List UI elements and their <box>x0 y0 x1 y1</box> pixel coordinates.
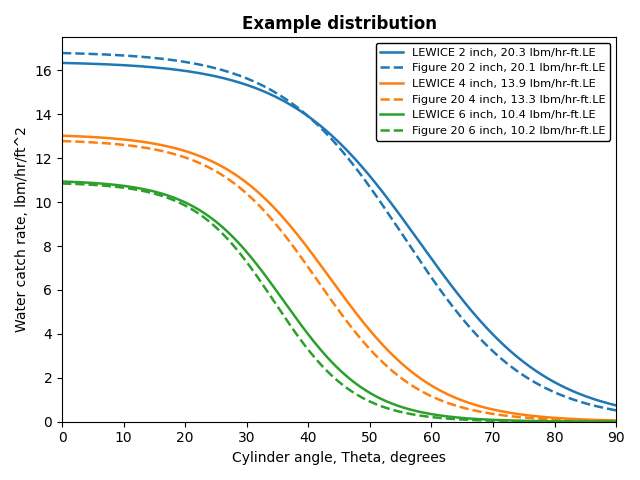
Line: Figure 20 4 inch, 13.3 lbm/hr-ft.LE: Figure 20 4 inch, 13.3 lbm/hr-ft.LE <box>62 141 616 421</box>
Figure 20 2 inch, 20.1 lbm/hr-ft.LE <box>612 408 620 413</box>
Figure 20 4 inch, 13.3 lbm/hr-ft.LE <box>58 138 66 144</box>
Line: Figure 20 2 inch, 20.1 lbm/hr-ft.LE: Figure 20 2 inch, 20.1 lbm/hr-ft.LE <box>62 53 616 410</box>
X-axis label: Cylinder angle, Theta, degrees: Cylinder angle, Theta, degrees <box>232 451 446 465</box>
Figure 20 2 inch, 20.1 lbm/hr-ft.LE <box>58 50 66 56</box>
Figure 20 4 inch, 13.3 lbm/hr-ft.LE <box>500 413 508 419</box>
LEWICE 4 inch, 13.9 lbm/hr-ft.LE <box>282 218 290 224</box>
Figure 20 4 inch, 13.3 lbm/hr-ft.LE <box>282 234 290 240</box>
Figure 20 2 inch, 20.1 lbm/hr-ft.LE <box>282 96 290 102</box>
LEWICE 6 inch, 10.4 lbm/hr-ft.LE <box>282 301 290 307</box>
Figure 20 6 inch, 10.2 lbm/hr-ft.LE <box>115 184 122 190</box>
LEWICE 4 inch, 13.9 lbm/hr-ft.LE <box>115 136 122 142</box>
LEWICE 4 inch, 13.9 lbm/hr-ft.LE <box>302 243 310 249</box>
Figure 20 6 inch, 10.2 lbm/hr-ft.LE <box>282 316 290 322</box>
LEWICE 6 inch, 10.4 lbm/hr-ft.LE <box>58 179 66 184</box>
Figure 20 4 inch, 13.3 lbm/hr-ft.LE <box>612 418 620 424</box>
LEWICE 2 inch, 20.3 lbm/hr-ft.LE <box>490 333 498 338</box>
LEWICE 2 inch, 20.3 lbm/hr-ft.LE <box>612 403 620 408</box>
Title: Example distribution: Example distribution <box>242 15 436 33</box>
Figure 20 6 inch, 10.2 lbm/hr-ft.LE <box>302 344 310 350</box>
LEWICE 2 inch, 20.3 lbm/hr-ft.LE <box>115 62 122 68</box>
Figure 20 2 inch, 20.1 lbm/hr-ft.LE <box>490 349 498 355</box>
LEWICE 4 inch, 13.9 lbm/hr-ft.LE <box>58 133 66 139</box>
LEWICE 4 inch, 13.9 lbm/hr-ft.LE <box>490 407 498 413</box>
LEWICE 2 inch, 20.3 lbm/hr-ft.LE <box>500 343 508 348</box>
Figure 20 6 inch, 10.2 lbm/hr-ft.LE <box>612 419 620 424</box>
Figure 20 2 inch, 20.1 lbm/hr-ft.LE <box>115 52 122 58</box>
LEWICE 4 inch, 13.9 lbm/hr-ft.LE <box>500 409 508 415</box>
Figure 20 6 inch, 10.2 lbm/hr-ft.LE <box>58 180 66 186</box>
Line: LEWICE 4 inch, 13.9 lbm/hr-ft.LE: LEWICE 4 inch, 13.9 lbm/hr-ft.LE <box>62 136 616 420</box>
LEWICE 6 inch, 10.4 lbm/hr-ft.LE <box>490 417 498 423</box>
Line: LEWICE 6 inch, 10.4 lbm/hr-ft.LE: LEWICE 6 inch, 10.4 lbm/hr-ft.LE <box>62 181 616 421</box>
Line: LEWICE 2 inch, 20.3 lbm/hr-ft.LE: LEWICE 2 inch, 20.3 lbm/hr-ft.LE <box>62 63 616 406</box>
LEWICE 2 inch, 20.3 lbm/hr-ft.LE <box>302 112 310 118</box>
Figure 20 4 inch, 13.3 lbm/hr-ft.LE <box>115 142 122 147</box>
Figure 20 6 inch, 10.2 lbm/hr-ft.LE <box>500 418 508 424</box>
LEWICE 2 inch, 20.3 lbm/hr-ft.LE <box>282 99 290 105</box>
LEWICE 6 inch, 10.4 lbm/hr-ft.LE <box>115 182 122 188</box>
LEWICE 2 inch, 20.3 lbm/hr-ft.LE <box>439 271 447 277</box>
LEWICE 2 inch, 20.3 lbm/hr-ft.LE <box>58 60 66 66</box>
Figure 20 6 inch, 10.2 lbm/hr-ft.LE <box>490 418 498 424</box>
Figure 20 2 inch, 20.1 lbm/hr-ft.LE <box>439 290 447 296</box>
Figure 20 4 inch, 13.3 lbm/hr-ft.LE <box>302 262 310 267</box>
Y-axis label: Water catch rate, lbm/hr/ft^2: Water catch rate, lbm/hr/ft^2 <box>15 127 29 333</box>
Line: Figure 20 6 inch, 10.2 lbm/hr-ft.LE: Figure 20 6 inch, 10.2 lbm/hr-ft.LE <box>62 183 616 421</box>
Legend: LEWICE 2 inch, 20.3 lbm/hr-ft.LE, Figure 20 2 inch, 20.1 lbm/hr-ft.LE, LEWICE 4 : LEWICE 2 inch, 20.3 lbm/hr-ft.LE, Figure… <box>376 43 611 141</box>
Figure 20 6 inch, 10.2 lbm/hr-ft.LE <box>439 415 447 421</box>
Figure 20 2 inch, 20.1 lbm/hr-ft.LE <box>500 358 508 364</box>
LEWICE 4 inch, 13.9 lbm/hr-ft.LE <box>612 418 620 423</box>
LEWICE 4 inch, 13.9 lbm/hr-ft.LE <box>439 389 447 395</box>
LEWICE 6 inch, 10.4 lbm/hr-ft.LE <box>612 419 620 424</box>
LEWICE 6 inch, 10.4 lbm/hr-ft.LE <box>500 418 508 423</box>
LEWICE 6 inch, 10.4 lbm/hr-ft.LE <box>439 413 447 419</box>
Figure 20 2 inch, 20.1 lbm/hr-ft.LE <box>302 112 310 118</box>
Figure 20 4 inch, 13.3 lbm/hr-ft.LE <box>439 398 447 404</box>
Figure 20 4 inch, 13.3 lbm/hr-ft.LE <box>490 411 498 417</box>
LEWICE 6 inch, 10.4 lbm/hr-ft.LE <box>302 329 310 335</box>
